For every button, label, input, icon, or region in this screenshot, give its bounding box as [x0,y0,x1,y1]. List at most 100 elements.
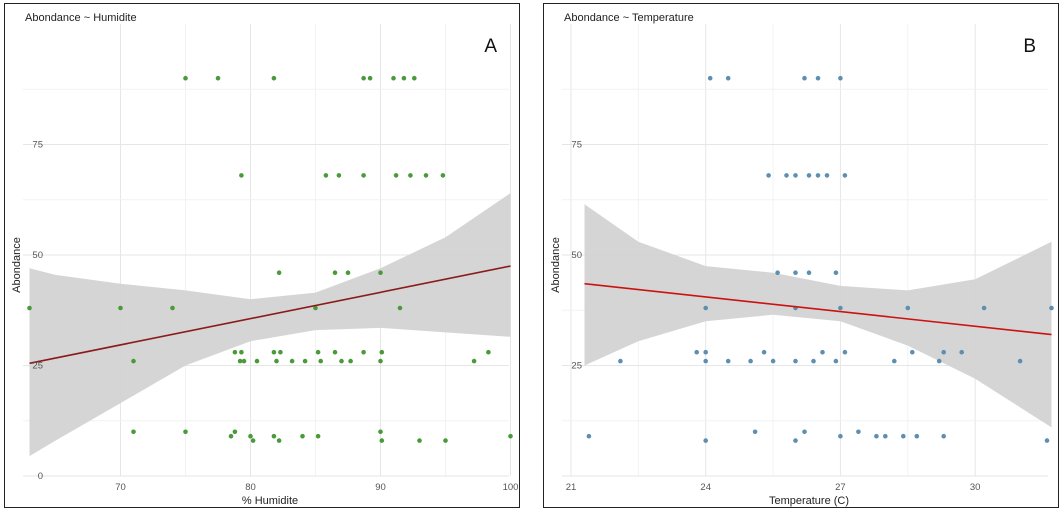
data-point [811,358,816,364]
data-point [883,433,888,439]
data-point [276,438,282,443]
data-point [806,270,812,276]
data-point [793,270,798,276]
data-point [315,433,321,439]
data-point [183,429,188,435]
data-point [471,358,477,364]
y-axis-label: Abondance [550,237,562,293]
data-point [874,433,879,439]
data-point [793,358,798,364]
confidence-ribbon [29,193,511,457]
data-point [332,349,338,355]
data-point [793,173,798,178]
data-point [981,305,987,311]
data-point [239,173,244,178]
data-point [842,173,848,178]
data-point [486,349,491,355]
data-point [170,305,175,311]
data-point [802,75,807,81]
data-point [618,358,623,364]
data-point [703,358,708,364]
data-point [703,305,708,311]
data-point [397,305,403,311]
y-axis-label: Abondance [11,237,23,293]
data-point [131,358,136,364]
data-point [248,433,253,439]
y-tick-label: 25 [32,361,43,372]
chart-title: Abondance ~ Humidite [25,12,137,24]
data-point [936,358,942,364]
data-point [339,358,344,364]
data-point [892,358,897,364]
data-point [131,429,136,435]
data-point [766,173,771,178]
data-point [361,349,366,355]
data-point [833,358,839,364]
data-point [391,75,396,81]
data-point [941,349,946,355]
data-point [237,358,243,364]
data-point [332,270,338,276]
x-axis-label: % Humidite [242,495,298,507]
y-tick-label: 75 [32,140,43,151]
data-point [271,75,277,81]
data-point [361,75,366,81]
y-tick-label: 50 [571,250,582,261]
x-tick-label: 70 [115,482,126,493]
data-point [941,433,946,439]
y-tick-label: 75 [571,140,582,151]
data-point [508,433,513,439]
data-point [1049,305,1054,311]
data-point [752,429,758,435]
data-point [345,270,351,276]
panel-letter: A [484,36,497,57]
data-point [838,433,843,439]
data-point [313,305,318,311]
humidite-scatter-plot: 70 80 90 100 0 25 50 75 % Humidite Abondance Abond… [11,12,518,507]
x-tick-label: 24 [700,482,711,493]
data-point [842,349,848,355]
data-point [694,349,699,355]
data-point [443,438,448,443]
data-point [784,173,789,178]
data-point [423,173,429,178]
data-point [361,173,366,178]
chart-title: Abondance ~ Temperature [564,12,694,24]
data-point [1017,358,1023,364]
data-point [274,358,279,364]
panel-temperature: 21 24 27 30 25 50 75 Temperature (C) Abondance Ab… [543,3,1059,508]
temperature-scatter-plot: 21 24 27 30 25 50 75 Temperature (C) Abondance Ab… [550,12,1054,507]
data-point [824,173,830,178]
data-point [401,75,407,81]
data-point [838,305,843,311]
data-point [910,349,915,355]
data-point [271,349,277,355]
data-point [417,438,422,443]
data-point [379,438,385,443]
data-point [703,438,708,443]
data-point [315,349,321,355]
data-point [183,75,188,81]
data-point [838,75,843,81]
data-point [905,305,911,311]
data-point [379,349,385,355]
panel-letter: B [1023,36,1036,57]
data-point [725,75,731,81]
data-point [302,358,308,364]
data-point [250,438,256,443]
data-point [278,349,283,355]
x-tick-label: 27 [835,482,846,493]
data-point [289,358,295,364]
data-point [215,75,221,81]
data-point [378,270,383,276]
data-point [276,270,282,276]
data-point [408,173,413,178]
data-point [27,305,32,311]
data-point [959,349,964,355]
data-point [378,358,383,364]
data-point [748,358,753,364]
x-tick-label: 30 [970,482,981,493]
data-point [914,433,920,439]
x-tick-label: 80 [245,482,256,493]
panel-humidite: 70 80 90 100 0 25 50 75 % Humidite Abondance Abond… [4,3,520,508]
